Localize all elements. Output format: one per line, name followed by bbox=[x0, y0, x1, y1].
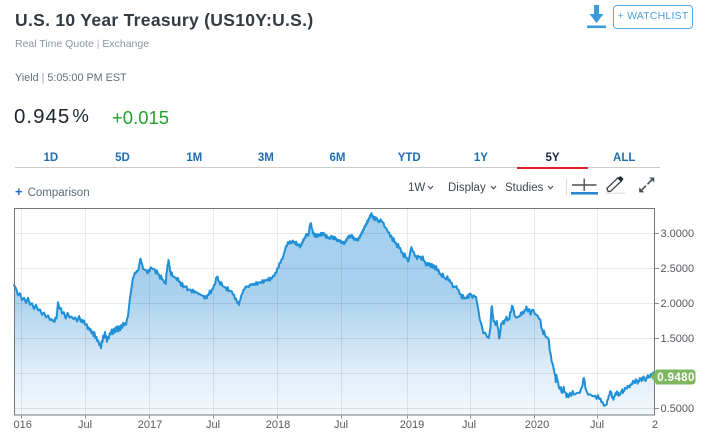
svg-text:2020: 2020 bbox=[525, 419, 549, 431]
svg-text:Jul: Jul bbox=[590, 419, 604, 431]
svg-text:2018: 2018 bbox=[266, 419, 290, 431]
svg-text:3.0000: 3.0000 bbox=[661, 228, 695, 240]
svg-text:1.5000: 1.5000 bbox=[661, 333, 695, 345]
svg-text:Jul: Jul bbox=[334, 419, 348, 431]
svg-text:016: 016 bbox=[14, 419, 32, 431]
svg-text:0.9480: 0.9480 bbox=[657, 372, 695, 384]
svg-text:Jul: Jul bbox=[78, 419, 92, 431]
svg-text:2019: 2019 bbox=[400, 419, 424, 431]
svg-text:2017: 2017 bbox=[138, 419, 162, 431]
svg-text:0.5000: 0.5000 bbox=[661, 403, 695, 415]
svg-text:Jul: Jul bbox=[462, 419, 476, 431]
svg-text:2: 2 bbox=[652, 419, 658, 431]
svg-text:Jul: Jul bbox=[206, 419, 220, 431]
svg-text:2.0000: 2.0000 bbox=[661, 298, 695, 310]
svg-text:2.5000: 2.5000 bbox=[661, 263, 695, 275]
